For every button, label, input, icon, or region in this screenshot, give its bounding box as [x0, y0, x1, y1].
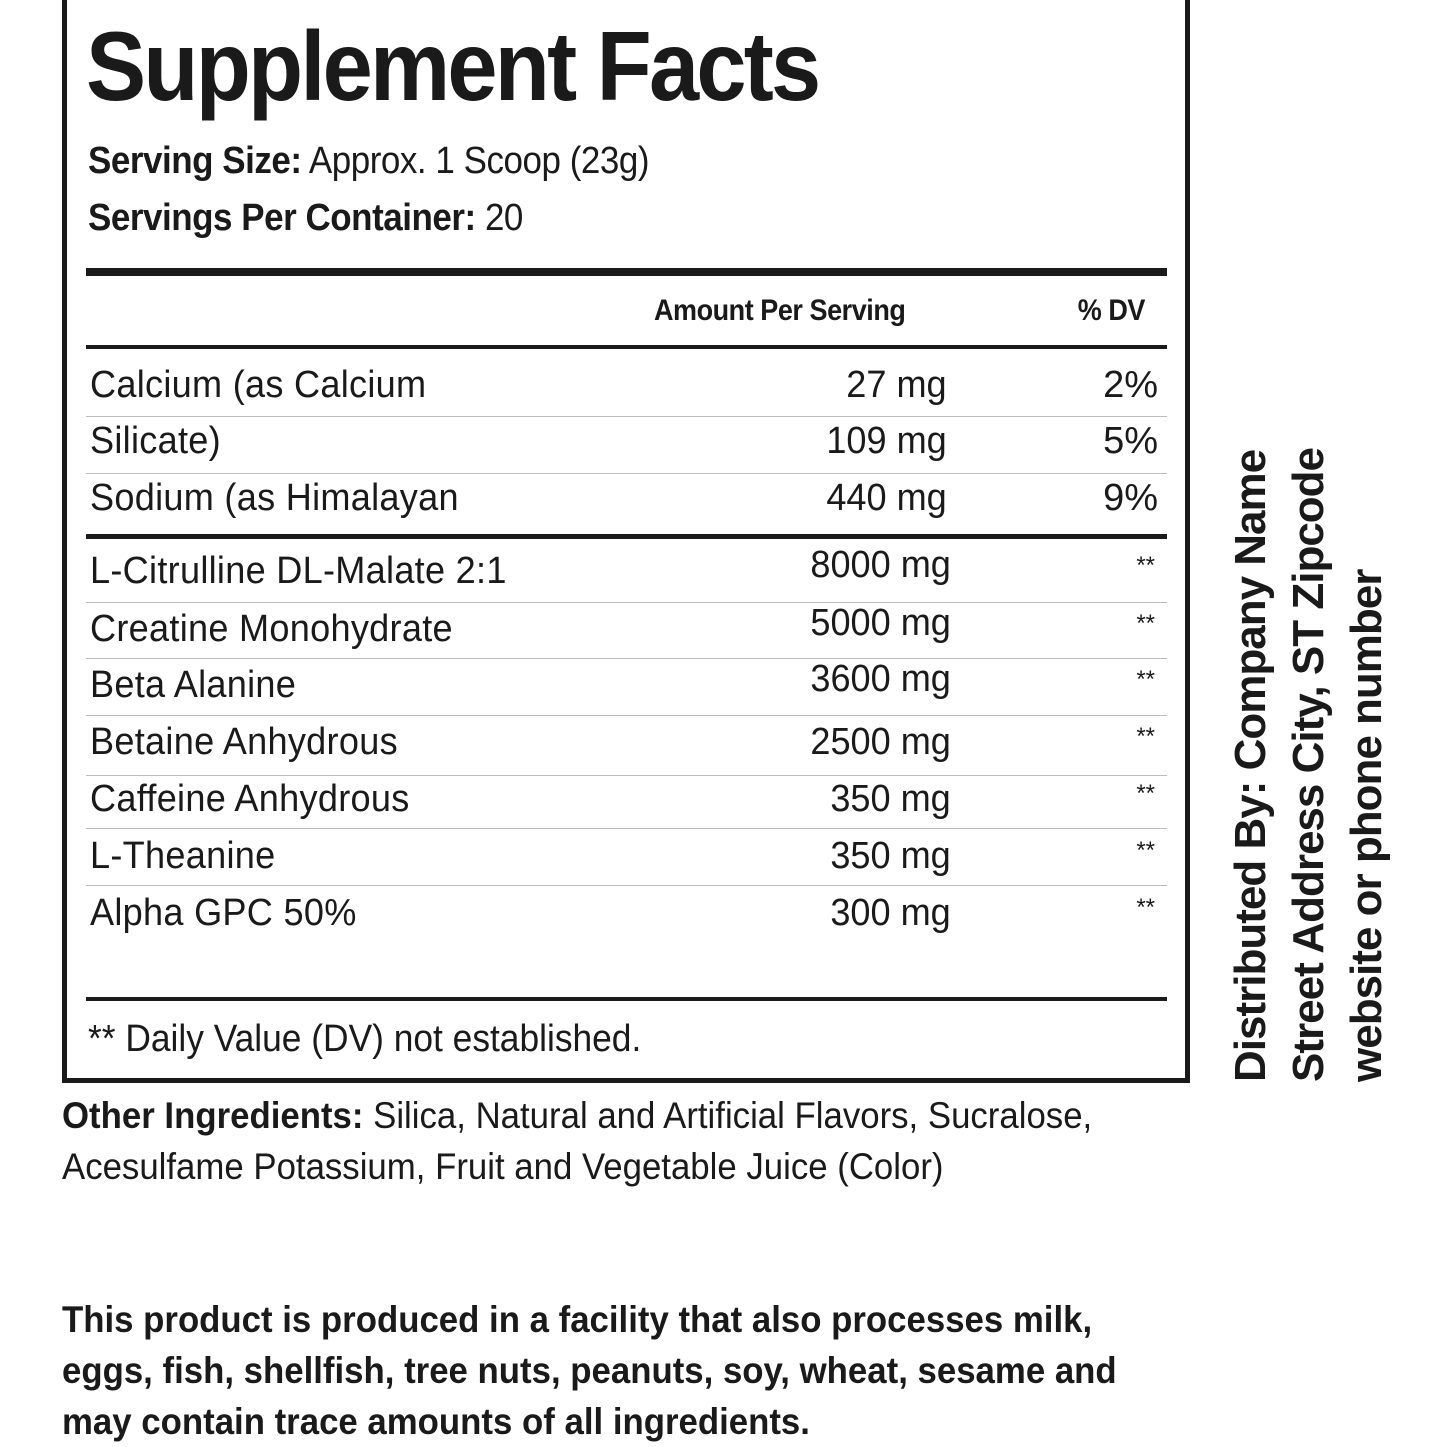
ingredient-dv: **	[1136, 894, 1155, 921]
row-divider	[86, 658, 1167, 659]
ingredient-amount: 350 mg	[830, 778, 951, 820]
row-divider	[86, 715, 1167, 716]
row-divider	[86, 828, 1167, 829]
ingredient-amount: 8000 mg	[810, 544, 951, 586]
nutrient-name: Sodium (as Himalayan	[90, 477, 459, 519]
ingredient-dv: **	[1136, 780, 1155, 807]
nutrient-dv: 9%	[1103, 477, 1158, 519]
servings-per-container-label: Servings Per Container:	[88, 197, 476, 239]
ingredient-name: Beta Alanine	[90, 664, 297, 706]
ingredient-name: Betaine Anhydrous	[90, 721, 398, 763]
row-divider	[86, 416, 1167, 417]
header-divider	[86, 345, 1167, 349]
footer-divider	[86, 997, 1167, 1001]
serving-size-value: Approx. 1 Scoop (23g)	[308, 140, 650, 182]
ingredient-dv: **	[1136, 610, 1155, 637]
ingredient-amount: 300 mg	[830, 892, 951, 934]
ingredient-name: Alpha GPC 50%	[90, 892, 357, 934]
distributor-info: Distributed By: Company Name Street Addr…	[1222, 420, 1396, 1082]
ingredient-amount: 5000 mg	[810, 602, 951, 644]
nutrient-dv: 5%	[1103, 420, 1158, 462]
other-ingredients: Other Ingredients: Silica, Natural and A…	[62, 1090, 1143, 1192]
ingredient-dv: **	[1136, 837, 1155, 864]
row-divider	[86, 885, 1167, 886]
ingredient-dv: **	[1136, 723, 1155, 750]
serving-size-label: Serving Size:	[88, 140, 302, 182]
nutrient-name: Calcium (as Calcium	[90, 364, 427, 406]
allergen-statement: This product is produced in a facility t…	[62, 1299, 1117, 1442]
nutrient-amount: 440 mg	[826, 477, 947, 519]
row-divider	[86, 775, 1167, 776]
servings-per-container-value: 20	[484, 197, 523, 239]
ingredient-amount: 3600 mg	[810, 658, 951, 700]
other-ingredients-value: Silica, Natural and Artificial Flavors, …	[62, 1095, 1093, 1187]
row-divider	[86, 473, 1167, 474]
distributor-line-1: Distributed By: Company Name	[1226, 449, 1275, 1082]
footnote: ** Daily Value (DV) not established.	[88, 1018, 642, 1060]
ingredient-name: L-Theanine	[90, 835, 276, 877]
panel-title: Supplement Facts	[86, 11, 821, 121]
nutrient-amount: 109 mg	[826, 420, 947, 462]
nutrient-dv: 2%	[1103, 364, 1158, 406]
ingredient-amount: 2500 mg	[810, 721, 951, 763]
column-header-dv: % DV	[1077, 294, 1146, 327]
ingredient-name: Creatine Monohydrate	[90, 608, 453, 650]
row-divider	[86, 602, 1167, 603]
distributor-line-3: website or phone number	[1342, 569, 1391, 1082]
ingredient-name: Caffeine Anhydrous	[90, 778, 410, 820]
servings-per-container: Servings Per Container: 20	[88, 197, 523, 240]
serving-size: Serving Size: Approx. 1 Scoop (23g)	[88, 140, 650, 183]
section-divider	[86, 534, 1167, 539]
other-ingredients-label: Other Ingredients:	[62, 1095, 364, 1136]
ingredient-name: L-Citrulline DL-Malate 2:1	[90, 550, 507, 592]
nutrient-amount: 27 mg	[846, 364, 947, 406]
ingredient-dv: **	[1136, 666, 1155, 693]
ingredient-amount: 350 mg	[830, 835, 951, 877]
distributor-line-2: Street Address City, ST Zipcode	[1284, 447, 1333, 1082]
nutrient-name: Silicate)	[90, 420, 221, 462]
supplement-facts-panel	[62, 0, 1190, 1083]
thick-divider	[86, 268, 1167, 276]
ingredient-dv: **	[1136, 552, 1155, 579]
column-header-amount: Amount Per Serving	[653, 294, 906, 327]
